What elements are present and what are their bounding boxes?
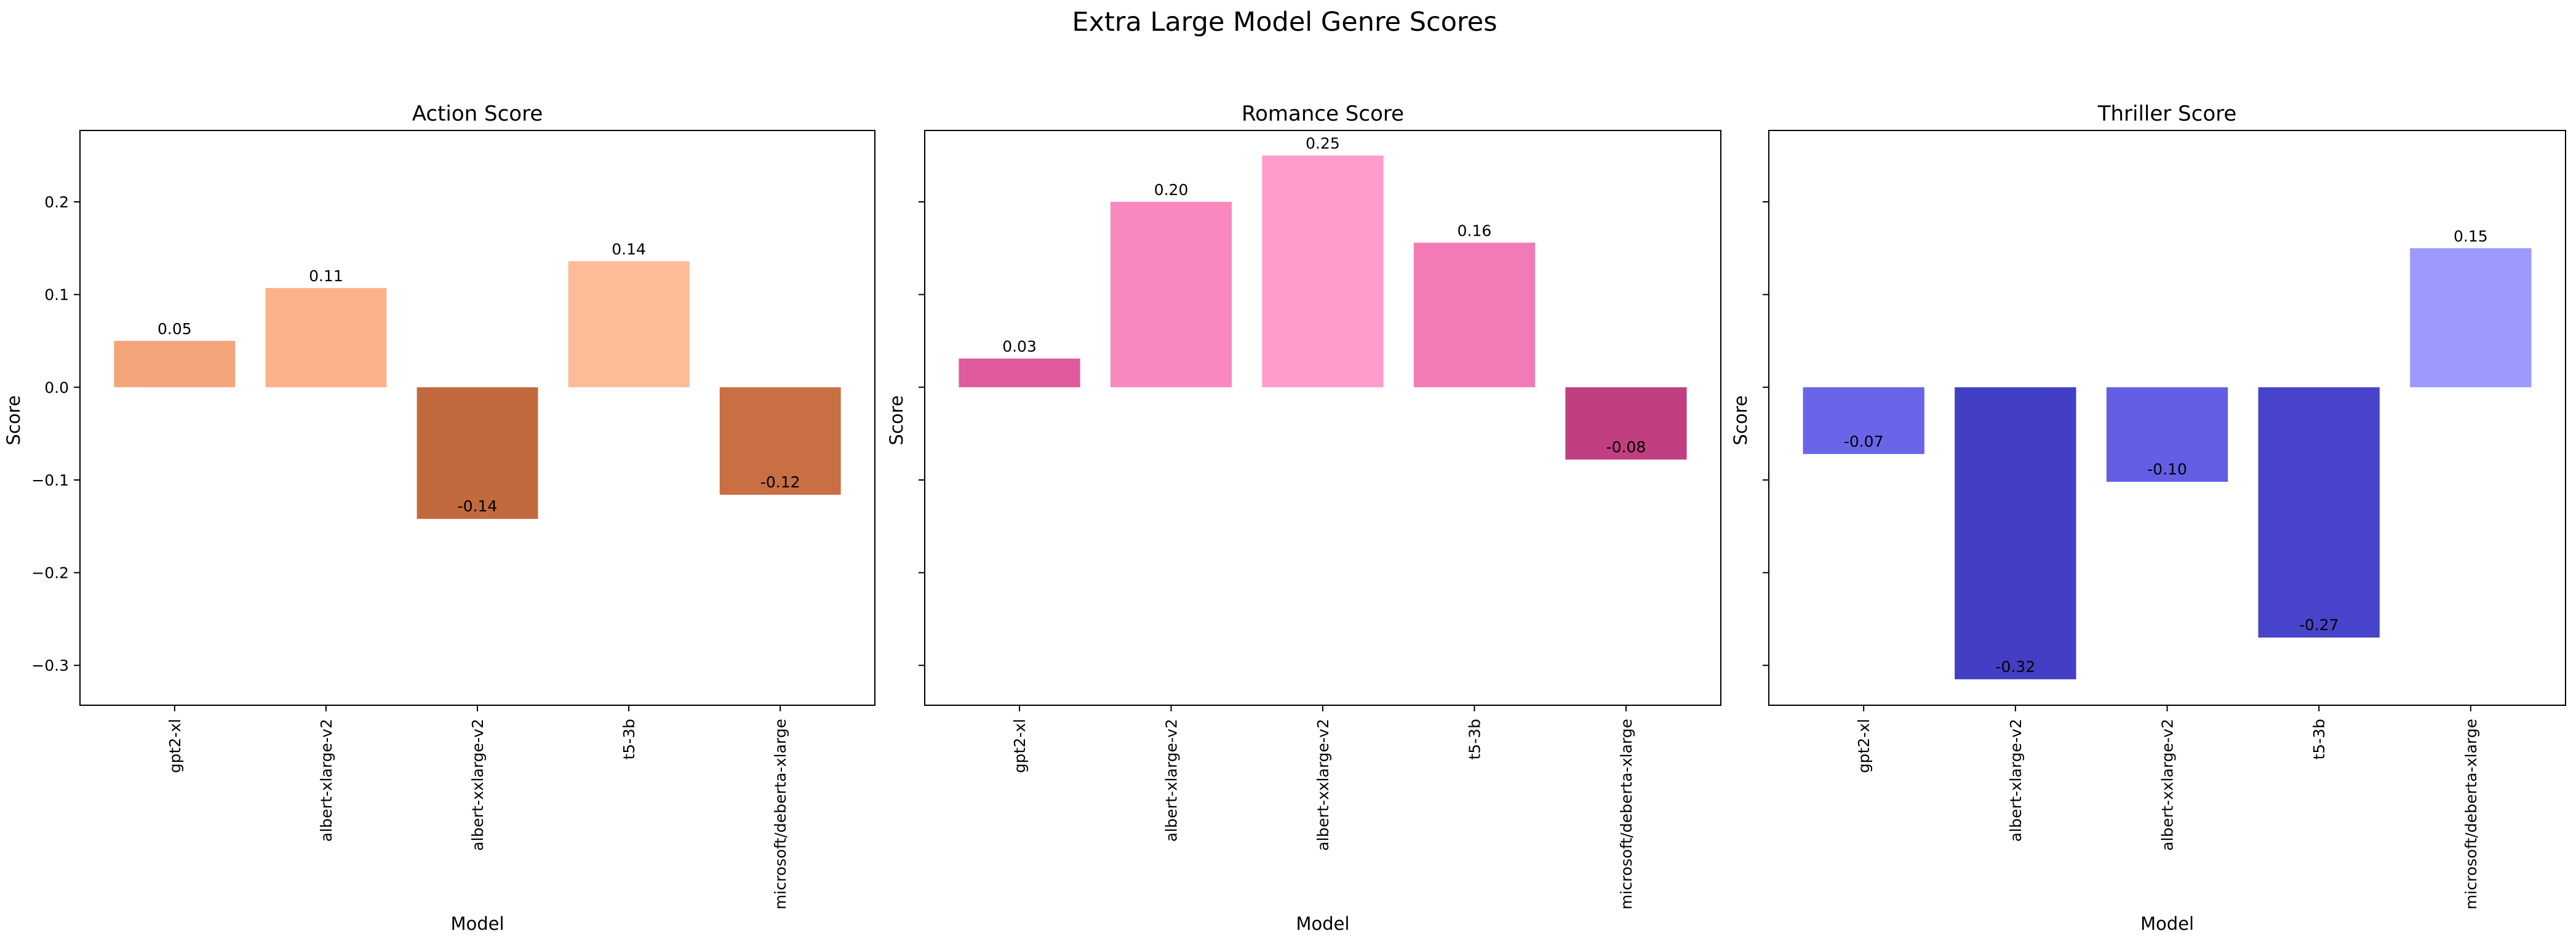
x-tick-label: t5-3b bbox=[2310, 719, 2328, 760]
x-tick-label: albert-xxlarge-v2 bbox=[1314, 719, 1332, 851]
x-axis-label: Model bbox=[1296, 913, 1349, 934]
bar-albert-xxlarge-v2 bbox=[1262, 155, 1384, 388]
bar-albert-xxlarge-v2 bbox=[2106, 387, 2228, 482]
data-label: -0.08 bbox=[1606, 438, 1646, 456]
bar-t5-3b bbox=[1413, 242, 1536, 388]
panel-action: Action Score 0.05 gpt2-xl 0.11 albert-xlarge… bbox=[3, 102, 875, 934]
data-label: 0.05 bbox=[158, 320, 192, 338]
axes-frame bbox=[924, 130, 1721, 706]
x-tick-label: microsoft/deberta-xlarge bbox=[772, 719, 789, 910]
axes-frame bbox=[1768, 130, 2566, 706]
bar-albert-xlarge-v2 bbox=[1110, 201, 1232, 388]
data-label: -0.27 bbox=[2299, 616, 2339, 634]
figure-title: Extra Large Model Genre Scores bbox=[1072, 7, 1497, 38]
bar-microsoft-deberta-xlarge bbox=[719, 387, 841, 495]
bar-albert-xlarge-v2 bbox=[1955, 387, 2076, 679]
data-label: 0.15 bbox=[2454, 227, 2488, 245]
y-axis-label: Score bbox=[886, 395, 907, 445]
bar-t5-3b bbox=[2258, 387, 2380, 638]
x-tick-label: albert-xxlarge-v2 bbox=[469, 719, 487, 851]
data-label: 0.11 bbox=[309, 267, 343, 285]
panel-thriller: Thriller Score -0.07 gpt2-xl -0.32 albert-xl… bbox=[1730, 102, 2566, 934]
data-label: -0.12 bbox=[760, 473, 800, 491]
y-tick-label: 0.1 bbox=[44, 286, 69, 304]
y-tick-label: −0.1 bbox=[31, 471, 69, 489]
data-label: 0.25 bbox=[1306, 135, 1340, 153]
x-axis-label: Model bbox=[2140, 913, 2194, 934]
y-tick-label: −0.3 bbox=[31, 657, 69, 674]
y-tick-label: 0.0 bbox=[44, 378, 69, 396]
bar-microsoft-deberta-xlarge bbox=[1565, 387, 1687, 460]
x-tick-label: gpt2-xl bbox=[1855, 719, 1873, 773]
y-tick-label: 0.2 bbox=[44, 193, 69, 211]
bar-t5-3b bbox=[568, 261, 690, 388]
x-tick-label: microsoft/deberta-xlarge bbox=[2462, 719, 2480, 910]
x-tick-label: gpt2-xl bbox=[166, 719, 184, 773]
x-tick-label: t5-3b bbox=[1465, 719, 1483, 760]
y-axis-label: Score bbox=[3, 395, 24, 445]
axes-frame bbox=[79, 130, 875, 706]
bar-microsoft-deberta-xlarge bbox=[2410, 248, 2532, 388]
x-tick-label: t5-3b bbox=[620, 719, 638, 760]
x-tick-label: albert-xxlarge-v2 bbox=[2159, 719, 2177, 851]
bar-gpt2-xl bbox=[959, 358, 1080, 388]
data-label: -0.07 bbox=[1844, 433, 1884, 450]
panel-title: Thriller Score bbox=[2097, 102, 2237, 126]
data-label: 0.14 bbox=[612, 240, 646, 258]
panel-romance: Romance Score 0.03 gpt2-xl 0.20 albert-xlarg… bbox=[886, 102, 1721, 934]
panel-title: Romance Score bbox=[1242, 102, 1404, 126]
data-label: 0.03 bbox=[1002, 338, 1037, 356]
data-label: -0.32 bbox=[1995, 658, 2035, 676]
bar-gpt2-xl bbox=[114, 340, 236, 388]
x-tick-label: albert-xlarge-v2 bbox=[317, 719, 335, 842]
chart-panels: Action Score 0.05 gpt2-xl 0.11 albert-xlarge… bbox=[3, 102, 2566, 934]
x-axis-label: Model bbox=[450, 913, 504, 934]
data-label: -0.14 bbox=[458, 497, 498, 515]
x-tick-label: microsoft/deberta-xlarge bbox=[1617, 719, 1635, 910]
x-tick-label: albert-xlarge-v2 bbox=[1163, 719, 1181, 842]
data-label: 0.20 bbox=[1154, 181, 1189, 199]
x-tick-label: gpt2-xl bbox=[1011, 719, 1029, 773]
data-label: -0.10 bbox=[2147, 460, 2187, 478]
bar-albert-xxlarge-v2 bbox=[417, 387, 538, 519]
bar-gpt2-xl bbox=[1803, 387, 1924, 454]
x-tick-label: albert-xlarge-v2 bbox=[2007, 719, 2025, 842]
y-axis-label: Score bbox=[1730, 395, 1751, 445]
y-tick-label: −0.2 bbox=[31, 564, 69, 582]
bar-albert-xlarge-v2 bbox=[265, 288, 387, 388]
panel-title: Action Score bbox=[412, 102, 543, 126]
data-label: 0.16 bbox=[1457, 222, 1492, 239]
